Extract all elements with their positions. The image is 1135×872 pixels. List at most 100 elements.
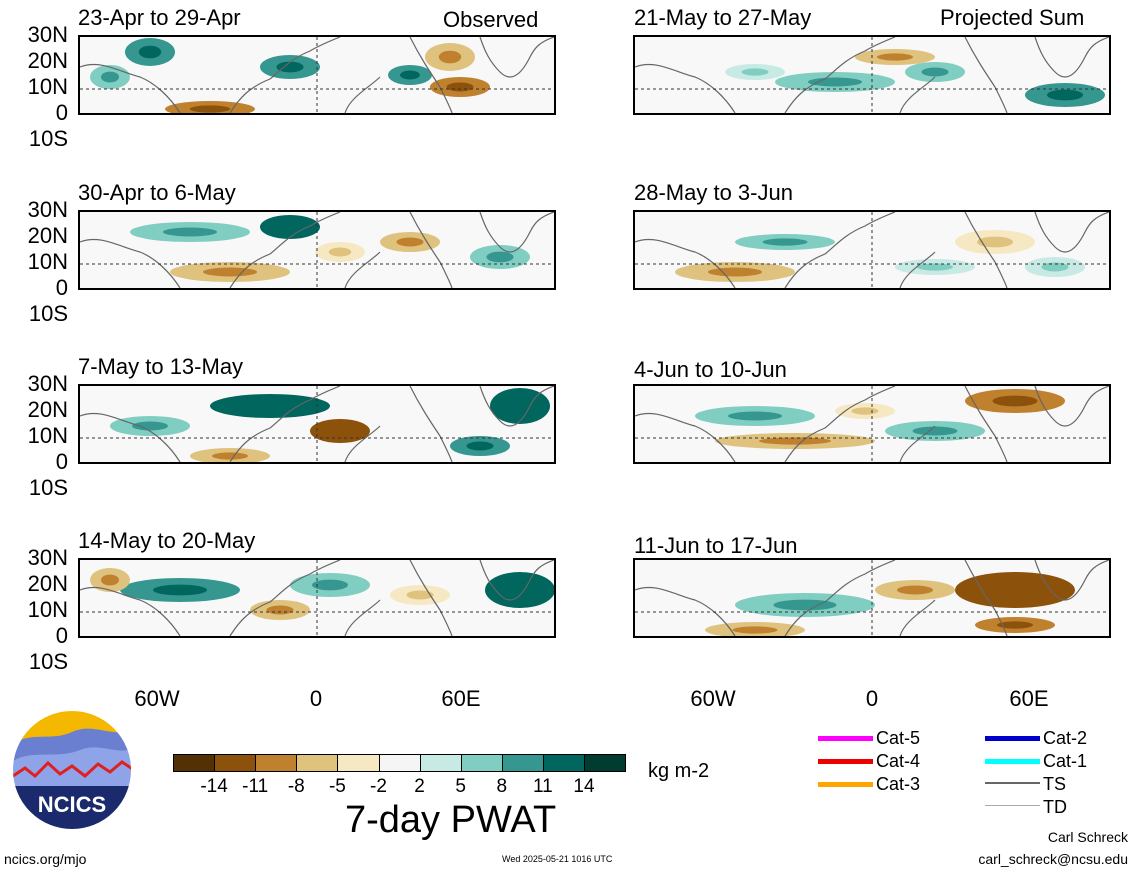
lat-label: 10S <box>28 649 68 674</box>
legend-label: Cat-1 <box>1043 751 1088 771</box>
pwat-anomaly-core <box>504 581 536 599</box>
map-panel <box>633 384 1111 464</box>
pwat-anomaly-core <box>101 71 119 83</box>
pwat-anomaly-core <box>741 68 769 76</box>
pwat-anomaly-core <box>732 626 778 634</box>
coastline <box>635 212 1109 288</box>
legend-label: TS <box>1043 774 1067 794</box>
coastline <box>635 386 1109 462</box>
coastline <box>80 386 554 462</box>
footer-email: carl_schreck@ncsu.edu <box>978 851 1128 867</box>
panel-tag-observed: Observed <box>443 7 539 32</box>
footer-timestamp: Wed 2025-05-21 1016 UTC <box>502 854 613 864</box>
pwat-anomaly-core <box>851 407 879 415</box>
colorbar-tick-label: 14 <box>573 776 595 797</box>
panel-title: 28-May to 3-Jun <box>634 180 793 205</box>
legend-label: Cat-3 <box>876 774 921 794</box>
coastline <box>80 37 554 113</box>
pwat-anomaly-core <box>708 267 762 277</box>
pwat-anomaly-core <box>163 227 217 237</box>
pwat-anomaly-core <box>773 599 837 611</box>
legend-line <box>985 782 1040 784</box>
lat-label: 20N <box>27 397 68 422</box>
lat-label: 20N <box>27 571 68 596</box>
map-panel <box>78 384 556 464</box>
coastline <box>635 37 1109 113</box>
lat-label: 0 <box>55 275 68 300</box>
pwat-anomaly-core <box>276 61 304 73</box>
pwat-anomaly-core <box>917 263 953 271</box>
colorbar-tick-label: -11 <box>242 776 269 797</box>
colorbar-swatch <box>173 754 215 772</box>
pwat-anomaly-core <box>988 581 1042 599</box>
pwat-anomaly-core <box>977 236 1013 248</box>
colorbar-tick-label: -2 <box>370 776 387 797</box>
pwat-anomaly-core <box>446 82 474 92</box>
colorbar-swatch <box>460 754 503 772</box>
legend-line <box>818 759 873 764</box>
colorbar-swatch <box>419 754 462 772</box>
colorbar-tick-label: 11 <box>533 776 553 797</box>
pwat-anomaly-core <box>138 45 162 59</box>
lat-label: 30N <box>27 371 68 396</box>
colorbar-tick-label: -14 <box>200 776 228 797</box>
pwat-anomaly-core <box>243 400 297 412</box>
colorbar-swatch <box>501 754 544 772</box>
pwat-anomaly-core <box>877 53 913 61</box>
pwat-anomaly-core <box>728 411 782 421</box>
lat-label: 10S <box>28 126 68 151</box>
pwat-anomaly-core <box>276 221 304 233</box>
map-panel <box>78 35 556 115</box>
legend-line <box>818 782 873 787</box>
lon-label: 60E <box>1009 686 1049 711</box>
pwat-anomaly-core <box>212 452 248 460</box>
pwat-anomaly-core <box>396 237 424 247</box>
logo-text: NCICS <box>38 792 106 817</box>
pwat-anomaly-core <box>762 238 808 246</box>
pwat-anomaly-core <box>897 585 933 595</box>
lon-label: 60W <box>690 686 736 711</box>
pwat-anomaly-core <box>101 574 119 586</box>
lat-label: 10N <box>27 423 68 448</box>
lat-label: 10S <box>28 475 68 500</box>
panel-title: 21-May to 27-May <box>634 5 812 30</box>
legend-label: TD <box>1043 797 1067 817</box>
lat-label: 30N <box>27 22 68 47</box>
lat-label: 0 <box>55 100 68 125</box>
lat-label: 20N <box>27 223 68 248</box>
pwat-anomaly-core <box>466 441 494 451</box>
pwat-anomaly-core <box>921 67 949 77</box>
pwat-anomaly-core <box>400 70 420 80</box>
pwat-anomaly-core <box>438 50 462 64</box>
lat-label: 0 <box>55 623 68 648</box>
pwat-anomaly-core <box>506 397 534 415</box>
map-panel <box>633 210 1111 290</box>
pwat-anomaly-core <box>203 267 257 277</box>
map-panel <box>78 210 556 290</box>
colorbar-swatch <box>214 754 257 772</box>
lat-label: 20N <box>27 48 68 73</box>
lat-label: 10N <box>27 74 68 99</box>
colorbar-unit: kg m-2 <box>648 760 710 782</box>
pwat-anomaly-core <box>153 584 207 596</box>
legend-line <box>818 736 873 741</box>
lon-label: 0 <box>865 686 879 711</box>
colorbar-swatch <box>296 754 339 772</box>
colorbar-tick-label: 2 <box>414 776 425 797</box>
coastline <box>80 560 554 636</box>
colorbar-swatch <box>584 754 626 772</box>
colorbar-swatch <box>337 754 380 772</box>
map-panel <box>633 558 1111 638</box>
panel-title: 14-May to 20-May <box>78 528 256 553</box>
lon-label: 60W <box>134 686 180 711</box>
legend-label: Cat-5 <box>876 728 921 748</box>
colorbar-title: 7-day PWAT <box>345 799 557 841</box>
pwat-anomaly-core <box>486 251 514 263</box>
pwat-anomaly-core <box>759 437 831 445</box>
pwat-anomaly-core <box>912 426 958 436</box>
coastline <box>635 560 1109 636</box>
panel-title: 4-Jun to 10-Jun <box>634 357 787 382</box>
colorbar-swatch <box>542 754 585 772</box>
map-panel <box>78 558 556 638</box>
legend-label: Cat-4 <box>876 751 921 771</box>
